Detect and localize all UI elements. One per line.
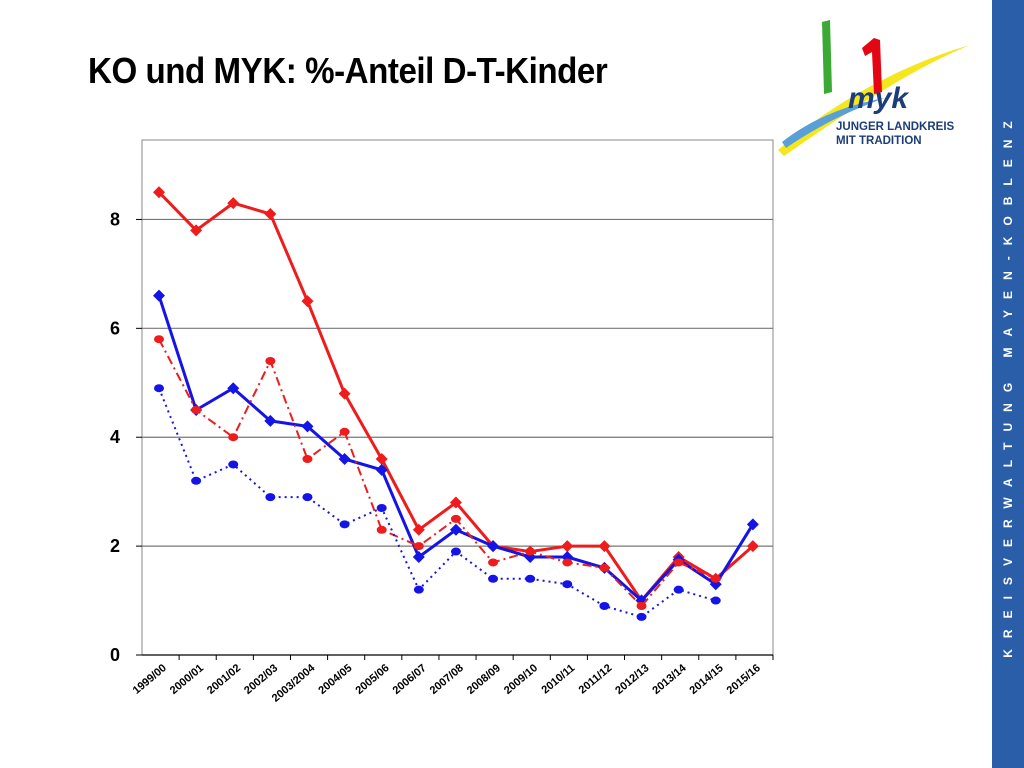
x-tick-label: 2013/14	[650, 662, 689, 697]
data-point	[412, 523, 425, 536]
data-point	[338, 387, 351, 400]
data-point	[636, 612, 647, 621]
series-line-3	[158, 387, 717, 618]
data-point	[673, 558, 684, 567]
data-point	[525, 574, 536, 583]
myk-logo: myk JUNGER LANDKREIS MIT TRADITION	[778, 20, 970, 156]
data-point	[191, 476, 202, 485]
y-tick-label: 6	[110, 318, 120, 338]
data-point	[413, 585, 424, 594]
data-point	[412, 551, 425, 563]
logo-wordmark: myk	[848, 82, 909, 115]
data-point	[413, 542, 424, 551]
logo-line1: JUNGER LANDKREIS	[836, 121, 955, 133]
data-point	[562, 580, 573, 589]
x-tick-label: 2004/05	[316, 662, 354, 697]
data-point	[487, 540, 500, 553]
series-line-0	[157, 191, 754, 603]
data-point	[599, 563, 610, 572]
x-tick-label: 2015/16	[725, 662, 763, 697]
y-tick-label: 4	[110, 427, 120, 447]
data-point	[301, 295, 314, 308]
data-point	[450, 514, 461, 523]
data-point	[339, 520, 350, 529]
data-point	[673, 585, 684, 594]
data-point	[449, 523, 462, 536]
y-tick-label: 8	[110, 209, 120, 229]
data-point	[154, 384, 164, 393]
data-point	[449, 496, 462, 509]
data-point	[302, 493, 313, 502]
logo-blue-swoosh	[782, 98, 885, 148]
y-tick-label: 0	[110, 645, 120, 665]
plot-frame	[141, 139, 774, 656]
data-point	[488, 574, 499, 583]
x-tick-label: 2000/01	[168, 662, 206, 697]
data-point	[190, 224, 203, 237]
data-point	[339, 427, 350, 436]
sidebar-band: KREISVERWALTUNG MAYEN-KOBLENZ	[992, 0, 1024, 768]
logo-line2: MIT TRADITION	[836, 135, 922, 147]
data-point	[746, 540, 759, 553]
x-tick-label: 2008/09	[465, 662, 503, 697]
page-title: KO und MYK: %-Anteil D-T-Kinder	[88, 50, 608, 91]
data-point	[525, 547, 536, 556]
logo-yellow-swoosh	[778, 45, 970, 156]
data-point	[561, 540, 574, 553]
data-point	[746, 518, 759, 531]
data-point	[488, 558, 499, 567]
logo-green-stroke	[822, 20, 832, 94]
data-point	[191, 406, 202, 414]
data-point	[710, 574, 721, 583]
data-point	[264, 208, 277, 220]
data-point	[302, 455, 313, 463]
data-point	[265, 493, 276, 502]
x-tick-label: 2011/12	[577, 662, 615, 696]
data-point	[636, 602, 647, 610]
data-point	[227, 382, 240, 395]
data-point	[376, 504, 387, 512]
data-point	[227, 197, 240, 210]
x-tick-label: 2012/13	[613, 662, 651, 697]
y-tick-label: 2	[110, 536, 120, 556]
data-point	[154, 335, 164, 344]
x-tick-label: 1999/00	[131, 662, 169, 697]
data-point	[301, 420, 314, 433]
data-point	[153, 289, 165, 302]
data-point	[153, 186, 165, 199]
series-line-2	[158, 338, 717, 607]
data-point	[375, 453, 388, 465]
x-tick-label: 2009/10	[502, 662, 540, 697]
data-point	[710, 596, 721, 605]
data-point	[376, 525, 387, 534]
x-tick-label: 2001/02	[205, 662, 243, 697]
x-tick-label: 2005/06	[353, 662, 391, 697]
data-point	[264, 414, 277, 427]
x-tick-label: 2010/11	[540, 662, 578, 696]
data-point	[599, 602, 610, 610]
x-tick-label: 2014/15	[688, 662, 726, 697]
data-point	[228, 433, 239, 442]
x-tick-label: 2007/08	[428, 662, 466, 697]
data-point	[265, 357, 276, 365]
data-point	[450, 547, 461, 556]
data-point	[562, 558, 573, 567]
x-tick-label: 2006/07	[391, 662, 429, 697]
logo-red-stroke	[862, 38, 882, 94]
data-point	[598, 540, 611, 553]
data-point	[375, 463, 388, 476]
data-point	[338, 453, 351, 465]
data-point	[228, 460, 239, 469]
